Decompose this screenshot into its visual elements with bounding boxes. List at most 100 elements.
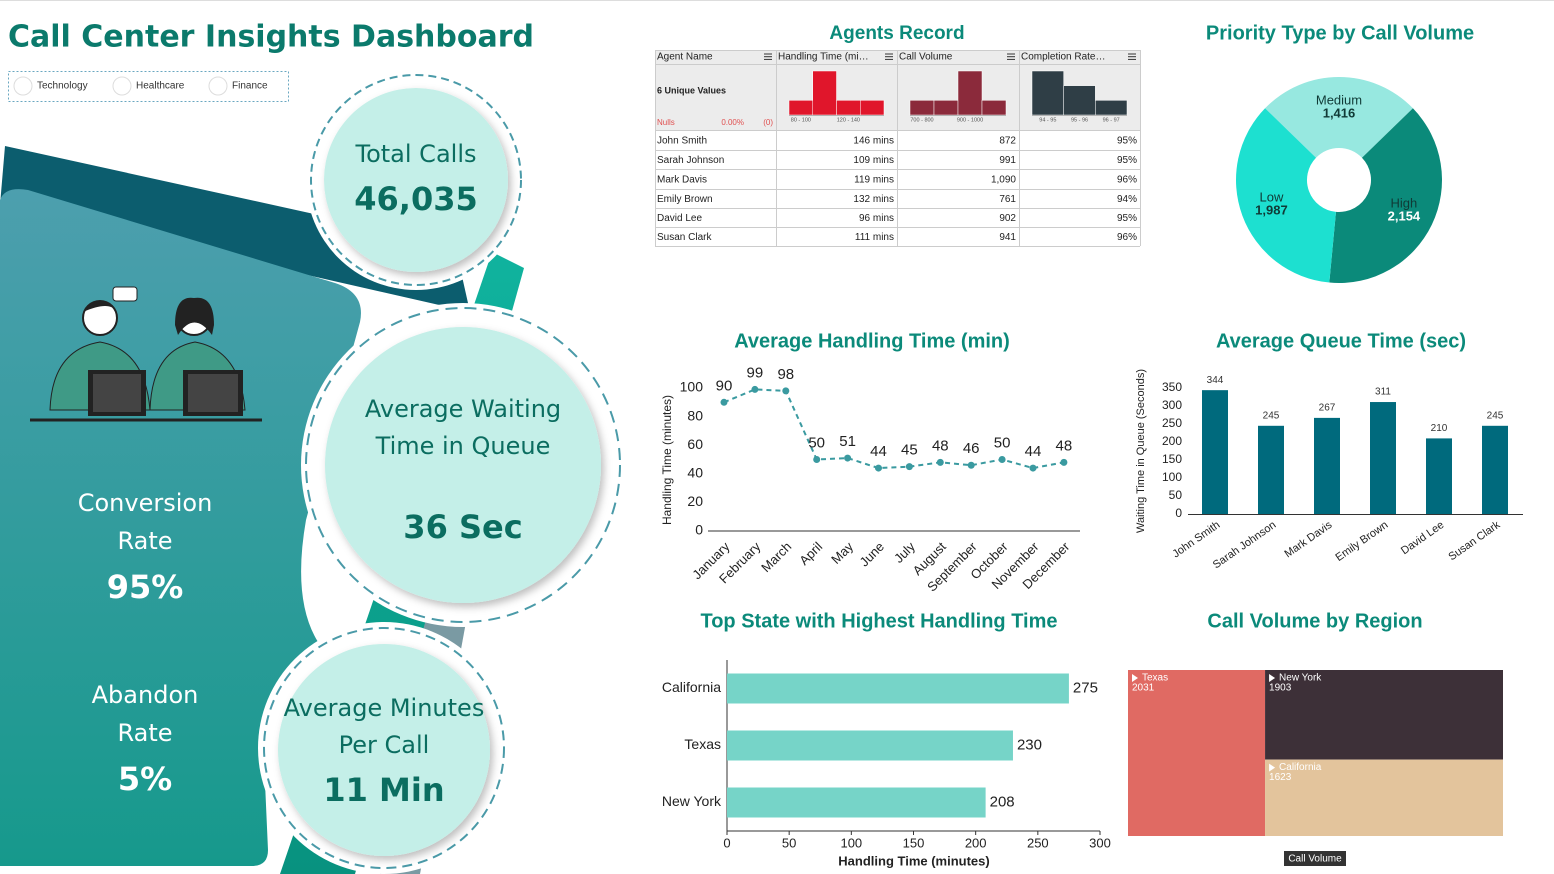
nulls-pct: 0.00%: [721, 118, 744, 127]
agents-illustration: [30, 286, 262, 422]
y-tick-label: 40: [687, 465, 703, 481]
table-cell: 96%: [1117, 175, 1137, 186]
hist-bar: [909, 100, 935, 116]
table-cell: 991: [999, 155, 1016, 166]
x-tick-label: March: [758, 539, 794, 575]
point: [1029, 464, 1037, 472]
cell-label: New York: [1279, 673, 1322, 684]
table-cell: 146 mins: [853, 136, 894, 147]
value-label: 311: [1375, 387, 1391, 398]
point: [875, 464, 882, 472]
value-label: 245: [1263, 410, 1280, 421]
table-cell: 1,090: [991, 175, 1016, 186]
cell-value: 1903: [1269, 683, 1292, 694]
chart-title: Priority Type by Call Volume: [1206, 22, 1474, 44]
bar: [1258, 425, 1284, 514]
cell-label: Texas: [1142, 673, 1168, 684]
nulls-count: (0): [763, 118, 773, 127]
filter-label: Finance: [232, 81, 268, 92]
value-label: 275: [1073, 679, 1098, 696]
circle-ring: [310, 74, 522, 286]
hist-bar: [1031, 70, 1064, 116]
chart-title: Average Handling Time (min): [734, 330, 1010, 352]
column-header: Agent Name: [657, 52, 713, 63]
pie-slice: [1236, 108, 1336, 283]
hist-bin-label: 94 - 95: [1039, 117, 1056, 123]
hist-bin-label: 80 - 100: [791, 117, 811, 123]
kpi-value: 5%: [117, 760, 173, 798]
table-cell: 96 mins: [859, 213, 894, 224]
hist-bar: [957, 70, 983, 116]
bar: [727, 787, 986, 818]
circle-ring: [305, 307, 621, 623]
x-tick-label: Susan Clark: [1446, 519, 1502, 563]
x-tick-label: June: [857, 539, 888, 570]
y-tick-label: 80: [687, 407, 703, 423]
y-tick-label: 250: [1162, 416, 1182, 430]
y-axis-label: Waiting Time in Queue (Seconds): [1135, 369, 1147, 533]
point: [998, 456, 1006, 463]
point: [936, 458, 944, 466]
y-tick-label: Texas: [684, 736, 721, 752]
radio: [13, 76, 33, 96]
value-label: 210: [1431, 423, 1448, 434]
x-tick-label: 50: [782, 835, 796, 850]
bar: [1426, 438, 1452, 514]
hist-bin-label: 900 - 1000: [957, 117, 983, 123]
y-tick-label: 100: [1162, 470, 1182, 484]
table-cell: John Smith: [657, 136, 707, 147]
table-cell: 132 mins: [853, 194, 894, 205]
bar: [1314, 417, 1340, 514]
table-cell: 761: [999, 194, 1016, 205]
y-tick-label: New York: [662, 793, 722, 809]
table-cell: Susan Clark: [657, 232, 712, 243]
slice-label: High: [1391, 196, 1418, 211]
table-title: Agents Record: [829, 23, 964, 44]
table-cell: David Lee: [657, 213, 702, 224]
value-label: 267: [1319, 403, 1336, 414]
x-axis-label: Handling Time (minutes): [838, 853, 989, 868]
hist-bar: [812, 70, 837, 116]
table-cell: 902: [999, 213, 1016, 224]
cell-value: 1623: [1269, 772, 1292, 783]
table-cell: 872: [999, 136, 1016, 147]
pie-slice: [1329, 108, 1442, 284]
y-tick-label: 0: [695, 522, 703, 538]
table-cell: 119 mins: [854, 175, 894, 186]
hist-bin-label: 95 - 96: [1071, 117, 1088, 123]
value-label: 48: [1056, 437, 1073, 454]
chart-title: Top State with Highest Handling Time: [700, 610, 1057, 632]
y-tick-label: 20: [687, 493, 703, 509]
table-cell: 109 mins: [853, 155, 894, 166]
y-tick-label: 350: [1162, 380, 1182, 394]
circle-ring: [263, 627, 505, 869]
bar: [1202, 390, 1228, 514]
x-tick-label: 300: [1089, 835, 1111, 850]
value-label: 99: [747, 364, 764, 381]
hist-bar: [933, 100, 959, 116]
band: [0, 146, 470, 312]
hist-bar: [1095, 100, 1128, 116]
x-tick-label: Emily Brown: [1333, 519, 1390, 564]
point: [782, 387, 790, 395]
chart-title: Average Queue Time (sec): [1216, 330, 1466, 352]
x-tick-label: 0: [723, 835, 730, 850]
table-cell: 941: [999, 232, 1016, 243]
y-tick-label: California: [662, 679, 721, 695]
bar: [1482, 425, 1508, 514]
value-label: 46: [963, 440, 980, 457]
table-cell: 95%: [1117, 155, 1137, 166]
kpi-value: 95%: [106, 568, 184, 606]
y-tick-label: 200: [1162, 434, 1182, 448]
x-tick-label: Mark Davis: [1282, 519, 1334, 561]
radio: [112, 76, 132, 96]
legend-box: [1284, 851, 1346, 866]
bar: [727, 673, 1069, 704]
value-label: 50: [808, 434, 825, 451]
table-cell: 111 mins: [855, 232, 894, 243]
column-header: Handling Time (mi…: [778, 52, 869, 63]
hist-bin-label: 700 - 800: [910, 117, 933, 123]
point: [1060, 458, 1068, 466]
